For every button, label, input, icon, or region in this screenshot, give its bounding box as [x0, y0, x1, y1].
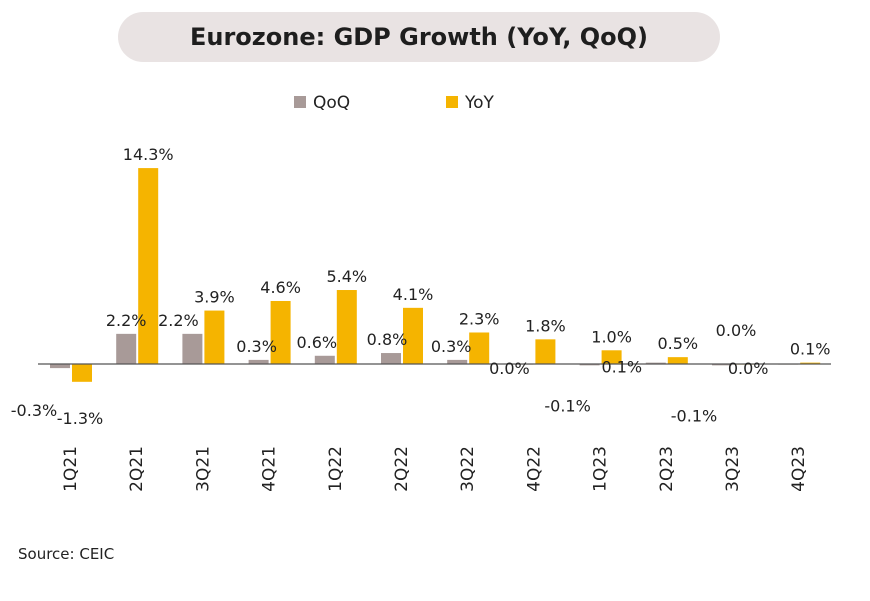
value-label-qoq-1q22: 0.6% — [296, 333, 337, 352]
value-label-qoq-2q22: 0.8% — [367, 330, 408, 349]
source-note: Source: CEIC — [18, 545, 115, 563]
bar-qoq-2q22 — [381, 353, 401, 364]
bar-yoy-2q23 — [667, 357, 688, 364]
value-label-qoq-4q23: 0.0% — [728, 359, 769, 378]
value-label-yoy-3q22: 2.3% — [459, 309, 500, 328]
bar-yoy-1q23 — [601, 350, 622, 364]
value-label-qoq-4q22: 0.0% — [489, 359, 530, 378]
x-tick-4q22: 4Q22 — [524, 446, 544, 492]
x-tick-1q21: 1Q21 — [61, 446, 81, 492]
legend: QoQ YoY — [294, 93, 495, 113]
bar-qoq-4q21 — [248, 359, 269, 364]
x-tick-labels: 1Q21 2Q21 3Q21 4Q21 1Q22 2Q22 3Q22 4Q22 1Q23 2Q23… — [61, 446, 809, 492]
value-label-yoy-1q23: 1.0% — [591, 327, 632, 346]
x-tick-2q22: 2Q22 — [392, 446, 412, 492]
value-label-yoy-3q23: 0.0% — [716, 321, 757, 340]
value-label-qoq-3q23: -0.1% — [671, 406, 717, 425]
x-tick-3q22: 3Q22 — [458, 446, 478, 492]
value-label-yoy-3q21: 3.9% — [194, 288, 235, 307]
bar-qoq-2q23 — [645, 362, 666, 364]
value-label-qoq-2q21: 2.2% — [106, 311, 147, 330]
value-label-qoq-1q21: -0.3% — [11, 401, 57, 420]
bar-qoq-3q23 — [712, 364, 732, 366]
bar-yoy-4q22 — [535, 339, 556, 364]
legend-label-yoy: YoY — [464, 93, 495, 113]
bar-qoq-3q22 — [447, 359, 468, 364]
bar-yoy-1q22 — [336, 290, 357, 364]
legend-swatch-yoy — [446, 96, 458, 108]
x-tick-2q21: 2Q21 — [127, 446, 147, 492]
bar-yoy-3q22 — [469, 332, 490, 364]
bar-yoy-1q21 — [72, 364, 92, 382]
value-label-qoq-2q23: 0.1% — [601, 358, 642, 377]
x-tick-2q23: 2Q23 — [657, 446, 677, 492]
bar-qoq-1q22 — [314, 355, 335, 364]
value-label-qoq-1q23: -0.1% — [544, 396, 590, 415]
value-labels: -0.3% -1.3% 2.2% 14.3% 2.2% 3.9% 0.3% 4.6% 0.6% 5… — [11, 145, 831, 428]
value-label-yoy-2q21: 14.3% — [123, 145, 174, 164]
value-label-qoq-3q21: 2.2% — [158, 311, 199, 330]
chart-title: Eurozone: GDP Growth (YoY, QoQ) — [118, 12, 720, 62]
value-label-qoq-3q22: 0.3% — [431, 337, 472, 356]
value-label-yoy-2q23: 0.5% — [657, 334, 698, 353]
bar-yoy-4q21 — [270, 300, 291, 364]
bar-yoy-2q22 — [403, 307, 423, 364]
bar-yoy-3q21 — [204, 310, 225, 364]
x-tick-3q21: 3Q21 — [193, 446, 213, 492]
value-label-yoy-4q22: 1.8% — [525, 316, 566, 335]
bar-qoq-2q21 — [116, 333, 137, 364]
value-label-yoy-1q21: -1.3% — [57, 409, 103, 428]
x-tick-1q23: 1Q23 — [591, 446, 611, 492]
x-tick-1q22: 1Q22 — [326, 446, 346, 492]
x-tick-3q23: 3Q23 — [723, 446, 743, 492]
bar-yoy-2q21 — [138, 168, 159, 364]
value-label-yoy-4q21: 4.6% — [260, 278, 301, 297]
value-label-yoy-2q22: 4.1% — [393, 285, 434, 304]
bar-yoy-4q23 — [800, 362, 821, 364]
legend-label-qoq: QoQ — [313, 93, 350, 113]
x-tick-4q21: 4Q21 — [260, 446, 280, 492]
x-tick-4q23: 4Q23 — [789, 446, 809, 492]
bar-qoq-1q23 — [579, 364, 600, 366]
legend-swatch-qoq — [294, 96, 306, 108]
bar-qoq-3q21 — [182, 333, 203, 364]
value-label-yoy-4q23: 0.1% — [790, 340, 831, 359]
value-label-yoy-1q22: 5.4% — [326, 267, 367, 286]
bar-qoq-1q21 — [50, 364, 70, 369]
value-label-qoq-4q21: 0.3% — [236, 337, 277, 356]
